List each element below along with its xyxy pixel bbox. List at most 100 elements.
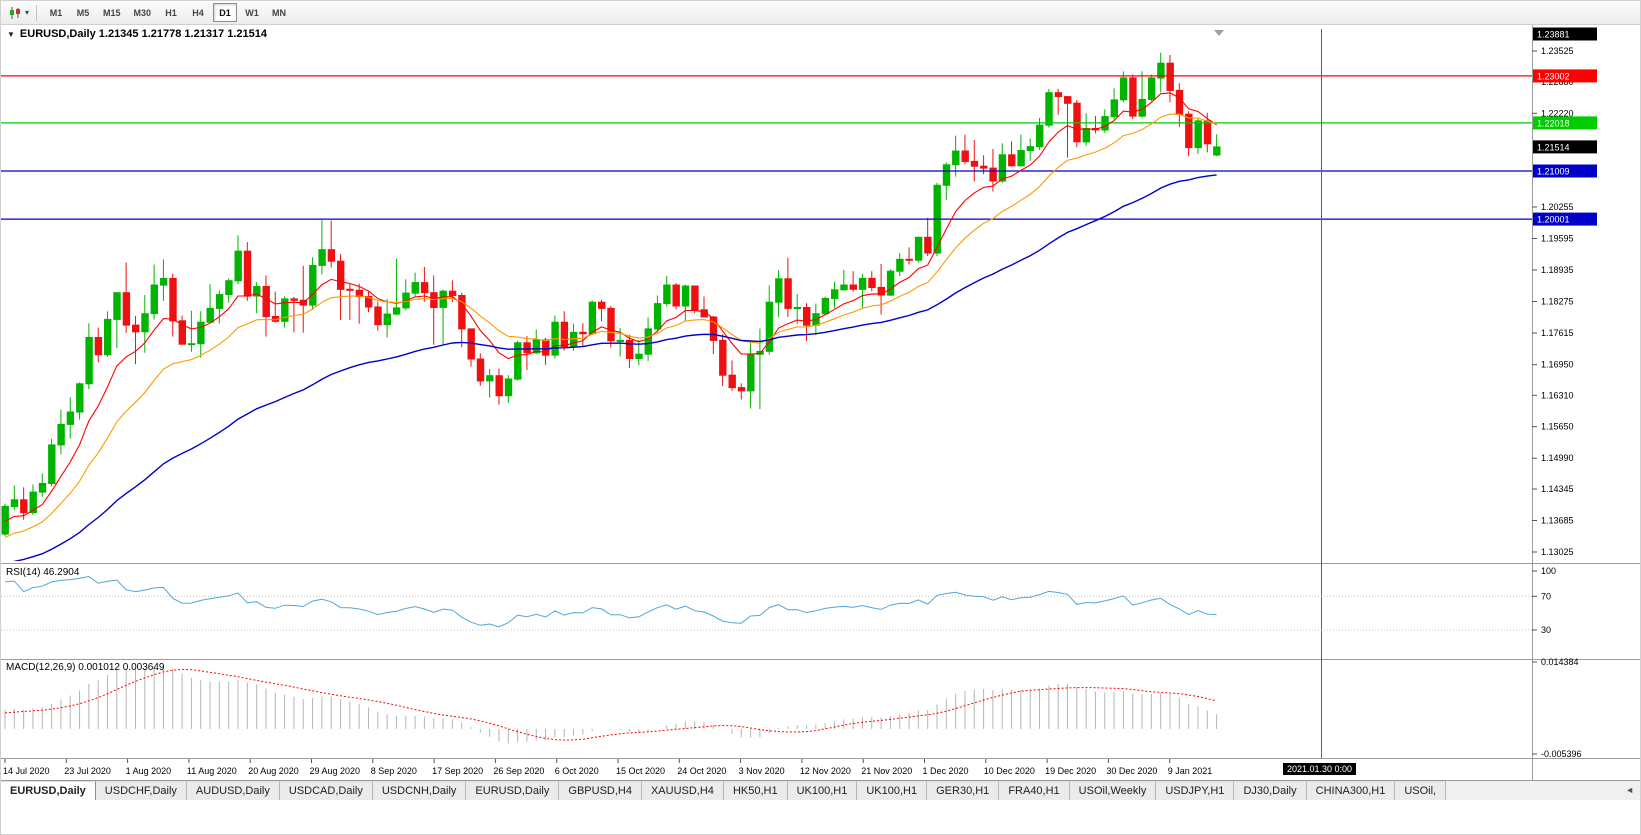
candle-body	[38, 483, 47, 493]
chart-tab-gbpusd-h4[interactable]: GBPUSD,H4	[559, 781, 642, 800]
candle-body	[952, 150, 960, 166]
date-axis-label: 30 Dec 2020	[1106, 766, 1157, 776]
date-axis-label: 6 Oct 2020	[555, 766, 599, 776]
chart-tab-fra40-h1[interactable]: FRA40,H1	[999, 781, 1070, 800]
timeframe-button-m1[interactable]: M1	[44, 3, 68, 22]
price-marker-value: 1.20001	[1537, 215, 1570, 225]
price-marker-value: 1.23002	[1537, 71, 1570, 81]
chart-tab-xauusd-h4[interactable]: XAUUSD,H4	[641, 781, 724, 800]
date-axis-label: 29 Aug 2020	[310, 766, 361, 776]
timeframe-button-d1[interactable]: D1	[213, 3, 238, 22]
timeframe-button-m30[interactable]: M30	[129, 3, 157, 22]
chart-tab-hk50-h1[interactable]: HK50,H1	[723, 781, 788, 800]
candle-body	[104, 318, 112, 356]
macd-signal-line	[4, 668, 1217, 741]
candle-body	[243, 250, 252, 297]
timeframe-button-mn[interactable]: MN	[267, 3, 291, 22]
chart-tab-uk100-h1[interactable]: UK100,H1	[787, 781, 858, 800]
chart-shift-marker[interactable]	[1214, 30, 1224, 36]
price-marker-resistance-level	[1533, 69, 1597, 83]
chart-tab-eurusd-daily[interactable]: EURUSD,Daily	[466, 781, 560, 800]
candle-body	[225, 280, 233, 295]
candle-body	[1119, 77, 1128, 101]
candle-body	[896, 258, 904, 272]
candle-body	[588, 301, 597, 335]
candle-body	[998, 154, 1007, 182]
candle-body	[784, 278, 792, 309]
candle-body	[346, 288, 354, 291]
date-axis-label: 15 Oct 2020	[616, 766, 665, 776]
chart-tab-usdchf-daily[interactable]: USDCHF,Daily	[95, 781, 187, 800]
candle-body	[458, 295, 466, 330]
date-axis-label: 3 Nov 2020	[739, 766, 785, 776]
candle-body	[644, 328, 652, 355]
chart-tab-usoil-[interactable]: USOil,	[1395, 781, 1447, 800]
price-marker-value: 1.22018	[1537, 118, 1570, 128]
candle-body	[579, 331, 587, 335]
candle-body	[532, 339, 541, 354]
rsi-scale-label: 100	[1541, 566, 1556, 576]
chart-tab-usdcnh-daily[interactable]: USDCNH,Daily	[372, 781, 467, 800]
price-scale-label: 1.14345	[1541, 484, 1574, 494]
date-axis-label: 24 Oct 2020	[677, 766, 726, 776]
chart-tab-china300-h1[interactable]: CHINA300,H1	[1306, 781, 1396, 800]
moving-average-17-line	[4, 113, 1217, 539]
timeframe-button-h4[interactable]: H4	[186, 3, 210, 22]
chart-tab-ger30-h1[interactable]: GER30,H1	[927, 781, 1000, 800]
candle-body	[337, 260, 345, 290]
main-chart-area[interactable]	[1, 52, 1532, 564]
timeframe-button-m15[interactable]: M15	[98, 3, 126, 22]
macd-panel[interactable]	[4, 665, 1218, 744]
price-marker-support-level	[1533, 116, 1597, 130]
timeframe-toolbar: M1 M5 M15 M30 H1 H4 D1 W1 MN	[40, 3, 295, 22]
price-scale[interactable]: 1.235251.228801.222201.202551.195951.189…	[1532, 27, 1597, 760]
candlestick-chart-icon[interactable]	[8, 6, 22, 20]
candle-body	[10, 499, 19, 507]
chart-tab-eurusd-daily[interactable]: EURUSD,Daily	[1, 781, 96, 800]
date-axis-label: 21 Nov 2020	[861, 766, 912, 776]
date-axis-label: 8 Sep 2020	[371, 766, 417, 776]
candle-body	[234, 250, 242, 282]
candle-body	[849, 284, 857, 290]
tab-scroll-left-icon[interactable]: ◄	[1625, 785, 1634, 795]
date-axis-label: 1 Aug 2020	[126, 766, 172, 776]
candle-body	[504, 378, 513, 397]
candle-body	[486, 375, 494, 382]
rsi-line	[4, 575, 1217, 628]
chart-tab-usdcad-daily[interactable]: USDCAD,Daily	[279, 781, 373, 800]
candle-body	[1175, 89, 1184, 115]
rsi-panel[interactable]	[1, 575, 1532, 631]
rsi-label: RSI(14) 46.2904	[6, 567, 80, 578]
chart-tab-uk100-h1[interactable]: UK100,H1	[857, 781, 928, 800]
timeframe-button-h1[interactable]: H1	[159, 3, 183, 22]
price-scale-label: 1.23525	[1541, 46, 1574, 56]
candle-body	[924, 236, 932, 254]
date-axis-label: 19 Dec 2020	[1045, 766, 1096, 776]
candle-body	[775, 278, 783, 303]
candle-body	[570, 331, 578, 348]
timeframe-button-w1[interactable]: W1	[240, 3, 264, 22]
candle-body	[840, 284, 848, 291]
candle-body	[1, 505, 9, 535]
chevron-down-icon[interactable]: ▾	[25, 8, 30, 17]
candle-body	[1045, 92, 1053, 126]
candle-body	[914, 236, 923, 261]
candle-body	[747, 353, 755, 392]
chart-tab-dj30-daily[interactable]: DJ30,Daily	[1234, 781, 1307, 800]
collapse-triangle-icon[interactable]: ▼	[7, 29, 15, 39]
candle-body	[122, 292, 131, 326]
chart-tab-usdjpy-h1[interactable]: USDJPY,H1	[1156, 781, 1235, 800]
candle-body	[868, 277, 876, 288]
date-axis[interactable]: 14 Jul 2020 23 Jul 2020 1 Aug 2020 11 Aug 2…	[3, 759, 1212, 776]
chart-tab-audusd-daily[interactable]: AUDUSD,Daily	[186, 781, 280, 800]
price-marker-value: 1.21009	[1537, 167, 1570, 177]
timeframe-button-m5[interactable]: M5	[71, 3, 95, 22]
candle-body	[598, 301, 606, 309]
chart-canvas[interactable]: 1.235251.228801.222201.202551.195951.189…	[1, 25, 1641, 780]
price-scale-label: 1.16310	[1541, 390, 1574, 400]
price-scale-label: 1.18275	[1541, 297, 1574, 307]
candle-body	[831, 289, 839, 299]
candle-body	[113, 292, 121, 320]
candle-body	[383, 313, 392, 326]
chart-tab-usoil-weekly[interactable]: USOil,Weekly	[1069, 781, 1157, 800]
